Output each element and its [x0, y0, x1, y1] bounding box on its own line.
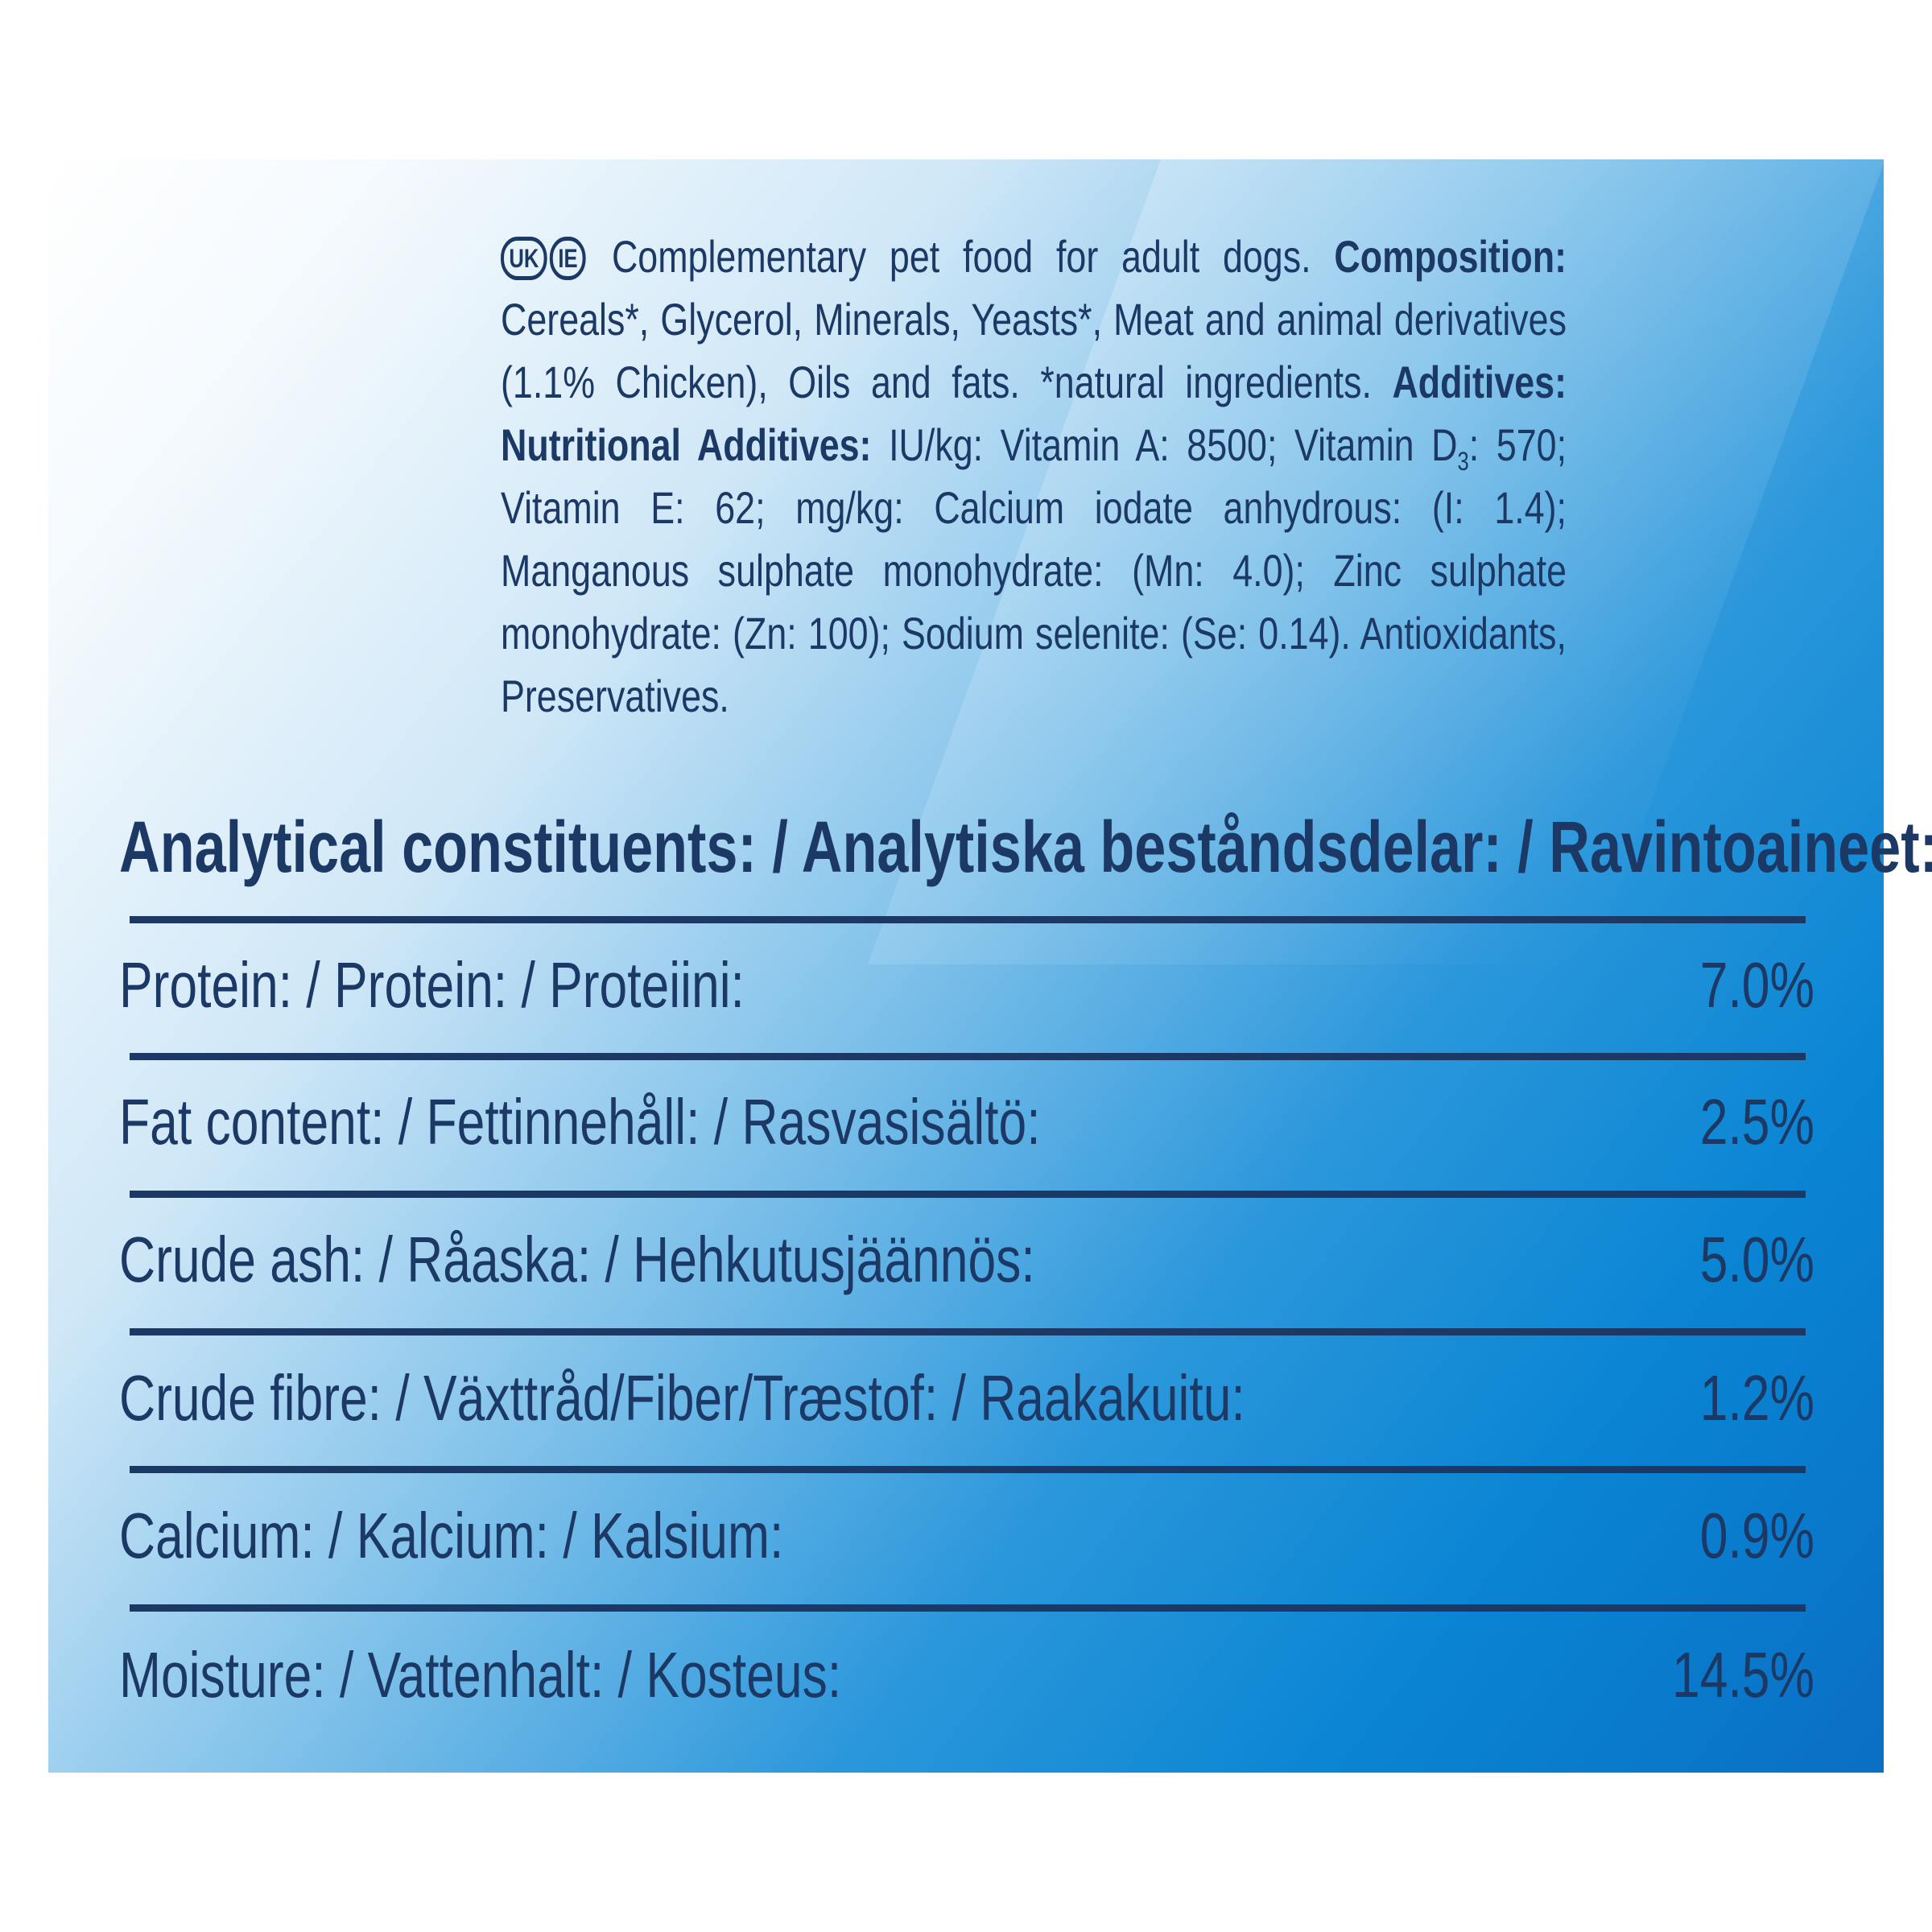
- composition-paragraph: UK IE Complementary pet food for adult do…: [501, 225, 1567, 728]
- constituent-row: Crude fibre: / Växttråd/Fiber/Træstof: /…: [119, 1362, 1814, 1435]
- uk-badge: UK: [501, 237, 547, 280]
- constituent-label: Calcium: / Kalcium: / Kalsium:: [119, 1500, 784, 1571]
- constituent-value: 2.5%: [1699, 1086, 1814, 1158]
- constituent-label: Crude ash: / Råaska: / Hehkutusjäännös:: [119, 1224, 1035, 1295]
- constituent-row: Fat content: / Fettinnehåll: / Rasvasisä…: [119, 1086, 1814, 1158]
- constituent-label: Crude fibre: / Växttråd/Fiber/Træstof: /…: [119, 1362, 1245, 1434]
- divider: [130, 1191, 1806, 1198]
- constituent-value: 1.2%: [1699, 1362, 1814, 1434]
- constituent-label: Fat content: / Fettinnehåll: / Rasvasisä…: [119, 1086, 1041, 1158]
- constituent-row: Protein: / Protein: / Proteiini: 7.0%: [119, 949, 1814, 1022]
- constituent-row: Moisture: / Vattenhalt: / Kosteus: 14.5%: [119, 1639, 1814, 1711]
- constituent-value: 0.9%: [1699, 1500, 1814, 1571]
- label-panel: [48, 159, 1884, 1773]
- divider: [130, 1466, 1806, 1473]
- additives-text-cont: : 570; Vitamin E: 62; mg/kg: Calcium iod…: [501, 419, 1567, 721]
- d-subscript: 3: [1457, 447, 1469, 477]
- constituent-label: Protein: / Protein: / Proteiini:: [119, 949, 745, 1021]
- ie-badge: IE: [549, 237, 586, 280]
- constituent-value: 7.0%: [1699, 949, 1814, 1021]
- constituent-row: Crude ash: / Råaska: / Hehkutusjäännös: …: [119, 1224, 1814, 1296]
- constituent-label: Moisture: / Vattenhalt: / Kosteus:: [119, 1639, 842, 1711]
- composition-label: Composition:: [1334, 231, 1567, 282]
- constituent-value: 5.0%: [1699, 1224, 1814, 1295]
- analytical-heading: Analytical constituents: / Analytiska be…: [119, 807, 1932, 888]
- divider: [130, 1604, 1806, 1612]
- divider: [130, 916, 1806, 923]
- divider: [130, 1053, 1806, 1060]
- intro-text: Complementary pet food for adult dogs.: [611, 231, 1311, 282]
- additives-label: Additives: Nutritional Additives:: [501, 357, 1567, 470]
- additives-text: IU/kg: Vitamin A: 8500; Vitamin D: [889, 419, 1458, 470]
- constituent-row: Calcium: / Kalcium: / Kalsium: 0.9%: [119, 1500, 1814, 1572]
- composition-text: Cereals*, Glycerol, Minerals, Yeasts*, M…: [501, 294, 1567, 407]
- divider: [130, 1328, 1806, 1335]
- constituent-value: 14.5%: [1672, 1639, 1814, 1711]
